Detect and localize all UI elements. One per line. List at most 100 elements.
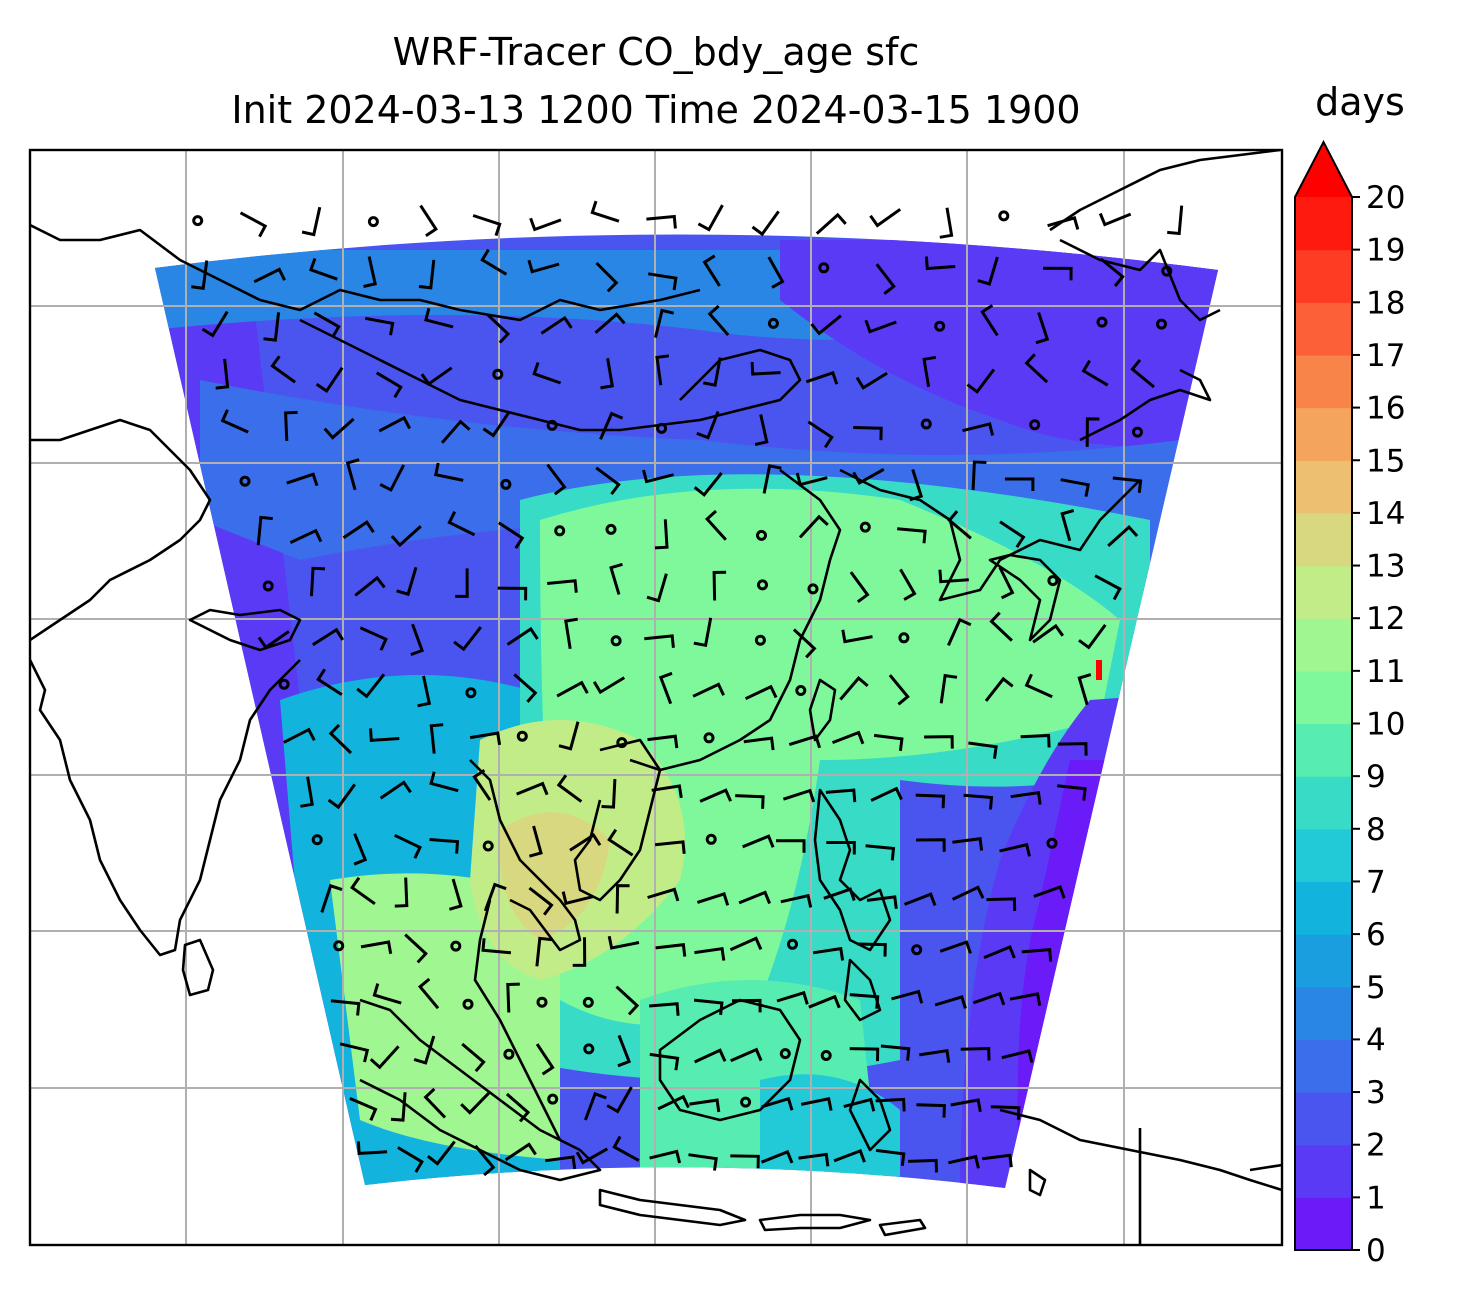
calm-wind-marker (911, 944, 923, 956)
wind-barb (349, 1097, 378, 1121)
wind-barb (875, 1097, 906, 1112)
wind-barb (256, 515, 273, 546)
colorbar-tick-label: 11 (1366, 654, 1405, 690)
wind-barb (866, 895, 898, 909)
wind-barb (689, 1098, 721, 1113)
wind-barb (396, 566, 418, 597)
wind-barb (903, 892, 937, 906)
wind-barb (646, 214, 677, 229)
wind-barb (805, 370, 839, 385)
colorbar-segment (1295, 565, 1352, 619)
wind-barb (984, 676, 1014, 702)
calm-wind-marker (192, 215, 204, 227)
map-frame (28, 148, 1284, 1247)
map-title-line1: WRF-Tracer CO_bdy_age sfc (392, 30, 920, 74)
wind-barb (504, 1142, 537, 1162)
calm-wind-marker (536, 996, 548, 1008)
calm-wind-marker (767, 317, 779, 329)
colorbar-tick-label: 5 (1366, 970, 1386, 1006)
wind-barb (729, 936, 763, 952)
wind-barbs (191, 200, 1184, 1177)
colorbar-segment (1295, 986, 1352, 1040)
colorbar-tick-label: 1 (1366, 1180, 1386, 1216)
wind-barb (916, 1103, 946, 1118)
wind-barb (1032, 623, 1065, 644)
wind-barb (875, 263, 896, 295)
calm-wind-marker (482, 840, 494, 852)
wind-barb (743, 736, 775, 751)
colorbar-tick-label: 14 (1366, 496, 1405, 532)
wind-barb (750, 361, 781, 376)
wind-barb (839, 675, 869, 701)
wind-barb (1085, 417, 1100, 447)
wind-barb (831, 730, 865, 745)
wind-barb (999, 842, 1031, 857)
wind-barb (644, 634, 675, 648)
calm-wind-marker (547, 1093, 559, 1105)
wind-barb (646, 573, 668, 603)
wind-barb (1130, 358, 1155, 389)
colorbar-segment (1295, 828, 1352, 883)
wind-barb (843, 1097, 876, 1112)
calm-wind-marker (787, 938, 798, 950)
wind-barb (434, 462, 464, 482)
calm-wind-marker (616, 737, 628, 749)
wind-barb (1001, 1049, 1034, 1063)
wind-barb (528, 886, 554, 916)
wind-barb (609, 562, 623, 595)
wind-barb (253, 267, 286, 284)
wind-barb (607, 935, 640, 950)
wind-barb (359, 626, 388, 651)
calm-wind-marker (757, 579, 768, 591)
calm-wind-marker (333, 940, 345, 952)
colorbar-extend-arrow (1295, 142, 1352, 197)
wind-barb (808, 994, 841, 1009)
wind-barb (880, 1044, 911, 1061)
wind-barb (364, 316, 395, 336)
colorbar-segment (1295, 249, 1352, 303)
wind-barb (649, 1002, 680, 1016)
wind-barb (744, 684, 778, 701)
wind-barb (782, 788, 816, 803)
wind-barb (316, 668, 343, 696)
wind-barb (308, 257, 338, 281)
wind-barb (873, 733, 904, 751)
wind-barb (738, 890, 771, 905)
wind-barb (505, 1092, 531, 1123)
wind-barb (423, 1087, 447, 1119)
wind-barb (688, 1153, 718, 1171)
colorbar-tick-label: 17 (1366, 338, 1405, 374)
colorbar-segment (1295, 1039, 1352, 1093)
wind-barb (590, 200, 620, 223)
wind-barb (865, 844, 896, 861)
wind-barb (564, 617, 578, 650)
wind-barb (328, 723, 353, 755)
wind-barb (1057, 742, 1088, 756)
wind-barb (1060, 509, 1075, 542)
wind-barb (545, 1155, 577, 1170)
calm-wind-marker (705, 833, 717, 845)
calm-wind-marker (311, 834, 323, 846)
wind-barb (712, 570, 727, 601)
wind-barb (654, 840, 686, 854)
wind-barb (767, 256, 785, 289)
wind-barb (908, 1158, 938, 1173)
wind-barb (1060, 478, 1090, 497)
wind-barb (888, 674, 910, 706)
wind-barb (201, 310, 229, 338)
colorbar-tick-label: 3 (1366, 1075, 1386, 1111)
wind-barb (220, 409, 249, 434)
wind-barb (569, 833, 602, 852)
wind-barb (924, 256, 956, 271)
wind-barb (394, 833, 423, 859)
wind-barb (693, 1048, 727, 1064)
wind-barb (417, 675, 432, 708)
wind-barb (353, 833, 368, 866)
wind-barb (447, 511, 476, 537)
wind-barb (535, 936, 552, 967)
wind-barb (795, 472, 828, 487)
colorbar-segment (1295, 881, 1352, 935)
wind-barb (599, 411, 624, 440)
wind-barb (289, 528, 323, 544)
wind-barb (971, 460, 987, 491)
